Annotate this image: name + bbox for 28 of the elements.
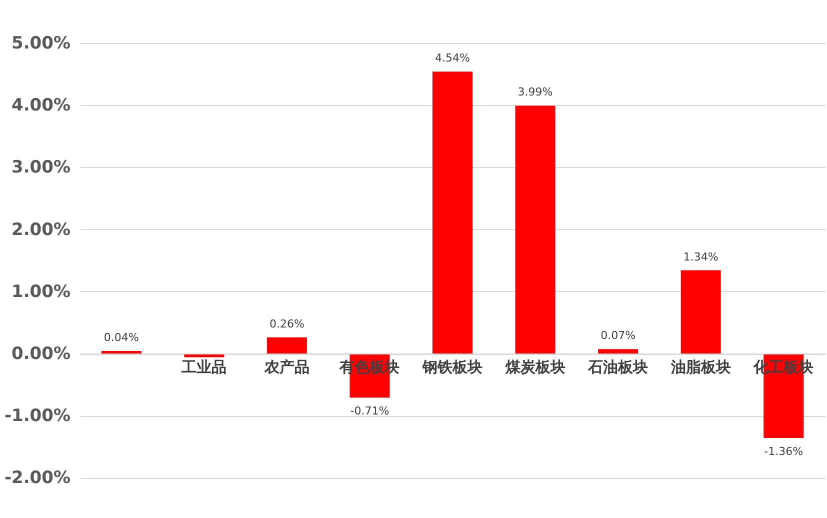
data-label: 0.07%	[600, 329, 636, 342]
x-tick-label: 煤炭板块	[504, 358, 566, 376]
bar	[101, 351, 142, 354]
x-tick-label: 农产品	[263, 358, 310, 376]
bar	[515, 106, 556, 354]
bar	[432, 72, 472, 354]
y-tick-label: -2.00%	[4, 468, 70, 488]
data-label: -0.71%	[350, 404, 390, 418]
y-tick-label: -1.00%	[4, 406, 70, 426]
y-tick-label: 5.00%	[12, 34, 70, 54]
bar	[598, 349, 638, 354]
data-label: 3.99%	[518, 86, 553, 99]
x-tick-label: 钢铁板块	[422, 358, 482, 376]
y-tick-label: 4.00%	[12, 96, 70, 116]
data-label: 0.26%	[269, 317, 304, 330]
bar	[680, 270, 721, 354]
data-label: 0.04%	[104, 331, 139, 344]
data-label: 4.54%	[435, 52, 470, 65]
data-label: 1.34%	[683, 250, 718, 264]
x-tick-label: 油脂板块	[670, 358, 731, 376]
data-label: -1.36%	[764, 444, 804, 458]
y-tick-label: 1.00%	[12, 282, 70, 302]
y-tick-label: 0.00%	[12, 344, 70, 364]
x-tick-label: 石油板块	[587, 358, 648, 376]
y-tick-label: 3.00%	[12, 158, 70, 178]
bar	[266, 337, 307, 354]
x-tick-label: 工业品	[180, 358, 227, 376]
y-tick-label: 2.00%	[12, 220, 70, 240]
